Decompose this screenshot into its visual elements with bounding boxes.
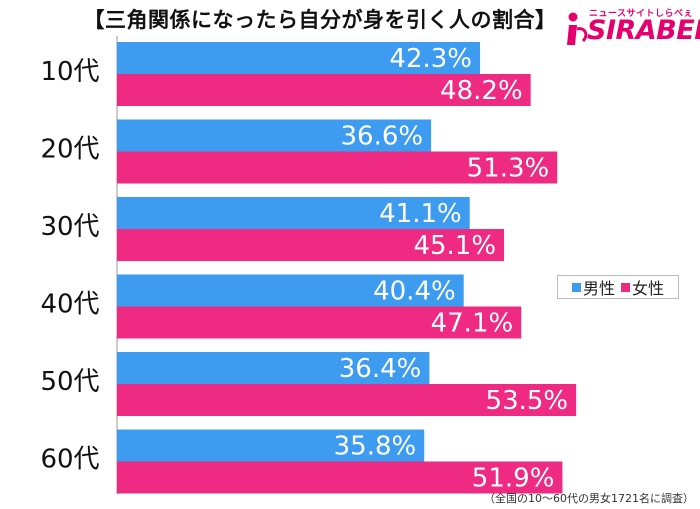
logo-mark-icon [567, 12, 588, 45]
category-label: 10代 [40, 57, 99, 87]
legend-swatch-female [621, 282, 630, 292]
data-label: 35.8% [334, 432, 417, 462]
bar-female [117, 151, 558, 184]
category-label: 60代 [40, 445, 99, 475]
category-label: 40代 [40, 290, 99, 320]
bar-female [117, 74, 531, 106]
category-label: 20代 [40, 135, 99, 165]
data-label: 36.4% [339, 354, 422, 384]
legend-item-male: 男性 [571, 275, 615, 299]
bar-male [117, 42, 481, 74]
legend-label-female: 女性 [632, 279, 665, 298]
data-label: 40.4% [373, 277, 456, 307]
data-label: 48.2% [440, 76, 523, 106]
footnote: （全国の10〜60代の男女1721名に調査） [484, 492, 694, 505]
bar-male [117, 274, 464, 307]
sirabee-logo: ニュースサイトしらべぇ SIRABEE [565, 5, 700, 49]
legend-item-female: 女性 [621, 275, 664, 299]
logo-tagline: ニュースサイトしらべぇ [589, 9, 694, 19]
data-label: 51.9% [472, 464, 555, 494]
data-label: 42.3% [389, 44, 472, 74]
legend-swatch-male [571, 282, 581, 292]
bar-male [117, 197, 470, 229]
bar-female [117, 306, 522, 339]
data-label: 41.1% [379, 199, 462, 229]
bar-male [117, 429, 425, 462]
legend: 男性 女性 [557, 275, 679, 299]
bar-female [117, 461, 563, 494]
data-label: 53.5% [486, 386, 569, 416]
data-label: 47.1% [431, 309, 514, 339]
logo-brand: SIRABEE [587, 15, 700, 46]
category-label: 30代 [40, 212, 99, 242]
legend-label-male: 男性 [582, 279, 615, 298]
data-label: 45.1% [413, 231, 496, 261]
bar-male [117, 352, 430, 384]
chart-title: 【三角関係になったら自分が身を引く人の割合】 [83, 8, 557, 32]
bar-male [117, 119, 432, 152]
category-label: 50代 [40, 367, 99, 397]
data-label: 36.6% [340, 122, 423, 152]
bar-female [117, 229, 505, 261]
data-label: 51.3% [467, 154, 550, 184]
bar-female [117, 384, 577, 416]
